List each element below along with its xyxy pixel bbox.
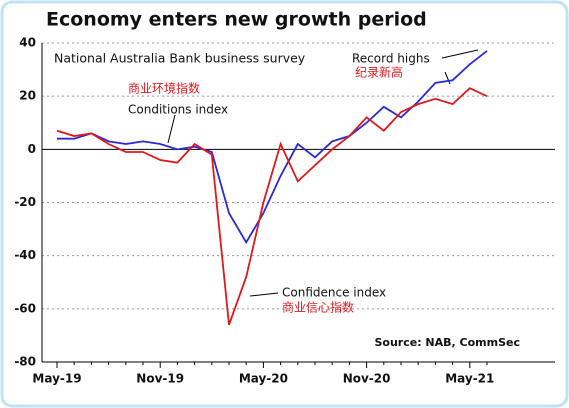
x-tick-label: May-19: [32, 372, 81, 386]
source: Source: NAB, CommSec: [374, 336, 520, 349]
y-tick-label: -60: [14, 301, 36, 315]
subtitle: National Australia Bank business survey: [54, 51, 306, 66]
annotation: 商业环境指数: [128, 81, 200, 96]
y-tick-label: 0: [28, 142, 36, 156]
series-line: [57, 50, 488, 245]
chart-title: Economy enters new growth period: [46, 9, 427, 31]
annotation: Confidence index: [282, 286, 386, 300]
x-tick-label: May-20: [239, 372, 288, 386]
y-tick-label: -80: [14, 355, 36, 369]
annotation: Record highs: [352, 52, 430, 66]
pointer: [167, 114, 176, 144]
pointer: [444, 71, 451, 85]
x-tick-label: Nov-19: [136, 372, 184, 386]
series-line: [56, 87, 488, 326]
pointer: [249, 292, 279, 297]
annotation: Conditions index: [128, 103, 228, 117]
x-tick-label: Nov-20: [343, 372, 391, 386]
y-tick-label: -40: [14, 248, 36, 262]
annotation: 商业信心指数: [282, 300, 354, 315]
y-tick-label: 20: [19, 89, 36, 103]
y-tick-label: -20: [14, 195, 36, 209]
annotation: 纪录新高: [355, 65, 403, 80]
y-tick-label: 40: [19, 36, 36, 50]
x-tick-label: May-21: [445, 372, 494, 386]
pointer: [441, 49, 479, 59]
